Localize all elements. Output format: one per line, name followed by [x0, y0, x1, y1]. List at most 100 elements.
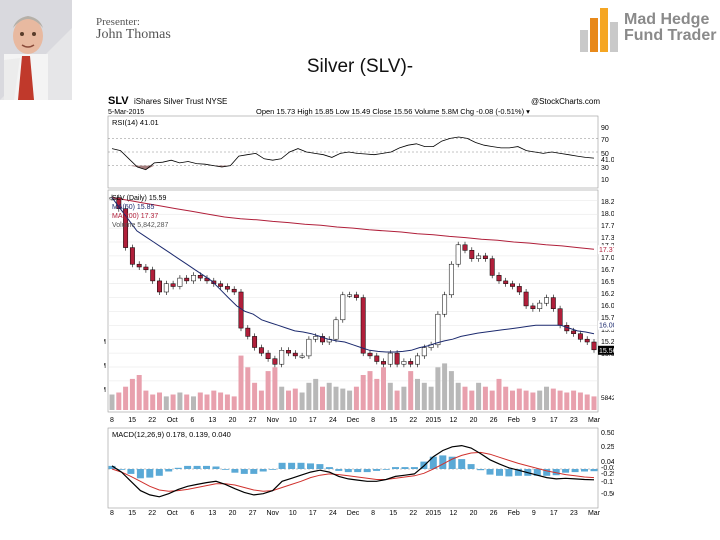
candle-body [184, 277, 190, 282]
price-axis-label: 18.00 [601, 211, 614, 218]
price-axis-label: 18.25 [601, 199, 614, 206]
x-tick-label: 15 [128, 417, 136, 424]
candle-body [150, 269, 156, 282]
ma200-line [111, 197, 595, 250]
volume-bar [157, 392, 162, 410]
candle-body [279, 350, 285, 365]
volume-bar [129, 378, 135, 410]
candle-body [170, 283, 176, 287]
candle-body [224, 286, 230, 290]
price-axis-label: 16.00 [601, 303, 614, 310]
macd-histogram-bar [382, 469, 390, 470]
rsi-axis-label: 30 [601, 165, 609, 172]
slide-title: Silver (SLV)- [306, 56, 414, 77]
x-tick-label: Nov [266, 417, 279, 424]
macd-line [111, 444, 595, 498]
candle-body [503, 280, 509, 284]
volume-bar [333, 386, 339, 410]
macd-histogram-bar [571, 469, 579, 473]
volume-bar [170, 394, 176, 410]
volume-bar [496, 378, 502, 410]
price-axis-label: 15.25 [601, 339, 614, 346]
volume-bar [150, 394, 156, 410]
volume-bar [503, 386, 509, 410]
candle-body [537, 302, 543, 309]
volume-bar [381, 367, 386, 410]
x-tick-label: 24 [329, 417, 337, 424]
macd-series [108, 444, 598, 498]
candle-body [143, 266, 149, 271]
x-tick-label: Oct [167, 417, 178, 424]
x-tick-label: 6 [190, 417, 194, 424]
price-series [108, 194, 598, 410]
price-axis-label: 17.37 [601, 235, 614, 242]
volume-bar [238, 355, 244, 410]
x-tick-label: Dec [347, 417, 360, 424]
volume-bar [435, 367, 441, 410]
candle-body [584, 338, 590, 343]
volume-bar [489, 390, 495, 410]
candle-body [218, 283, 224, 287]
candle-body [462, 244, 468, 251]
price-legend-ma200: MA(200) 17.37 [112, 213, 158, 220]
price-axis-label: 16.50 [601, 279, 614, 286]
macd-histogram-bar [448, 456, 456, 469]
candle-body [577, 333, 583, 340]
macd-histogram-bar [118, 469, 125, 470]
x-tick-label: 23 [570, 510, 578, 516]
macd-histogram-bar [543, 469, 551, 476]
volume-bar [286, 390, 291, 410]
volume-bar [136, 375, 142, 410]
candle-body [408, 361, 414, 365]
candle-body [516, 286, 522, 293]
candle-body [136, 263, 142, 268]
candle-body [442, 294, 448, 315]
chart-quote: Open 15.73 High 15.85 Low 15.49 Close 15… [256, 107, 530, 116]
volume-bar [184, 394, 190, 410]
macd-histogram-bar [203, 465, 210, 469]
x-tick-label: 20 [229, 417, 237, 424]
macd-signal-line [111, 451, 595, 492]
presenter-photo [0, 0, 72, 100]
x-tick-label: 8 [371, 510, 375, 516]
macd-panel [107, 427, 599, 509]
volume-bar [387, 382, 393, 410]
macd-histogram-bar [108, 465, 116, 469]
volume-bar [374, 378, 380, 410]
candle-body [129, 247, 135, 265]
rsi-axis-label: 41.01 [601, 157, 614, 164]
macd-histogram-bar [250, 469, 258, 474]
volume-bar [218, 392, 224, 410]
macd-histogram-bar [278, 462, 286, 469]
rsi-axis-label: 70 [601, 137, 609, 144]
volume-bar [482, 386, 488, 410]
x-tick-label: Dec [347, 510, 360, 516]
volume-bar [394, 390, 400, 410]
volume-bar [516, 388, 522, 410]
candle-body [394, 352, 400, 365]
x-tick-label: 15 [389, 417, 397, 424]
macd-histogram-bar [335, 469, 343, 471]
presenter-name: John Thomas [96, 27, 171, 42]
close-tag-bg [598, 345, 616, 355]
volume-bar [577, 392, 583, 410]
stock-chart: SLV iShares Silver Trust NYSE @StockChar… [92, 92, 627, 517]
x-tick-label: 26 [490, 510, 498, 516]
volume-bar [163, 396, 169, 410]
volume-bar [564, 392, 570, 410]
ma50-tag: 16.00 [599, 323, 614, 330]
macd-histogram-bar [458, 459, 466, 469]
candle-body [557, 308, 563, 326]
macd-histogram-bar [165, 469, 173, 472]
candle-body [347, 294, 353, 297]
macd-axis-label: -0.175 [601, 479, 614, 486]
logo-bars-icon [580, 8, 618, 52]
candle-body [320, 336, 325, 343]
macd-histogram-bar [212, 466, 220, 469]
macd-histogram-bar [392, 467, 399, 469]
rsi-axis-label: 90 [601, 125, 609, 132]
candle-body [163, 283, 169, 293]
macd-histogram-bar [344, 469, 352, 473]
logo-line-1: Mad Hedge [624, 11, 710, 28]
